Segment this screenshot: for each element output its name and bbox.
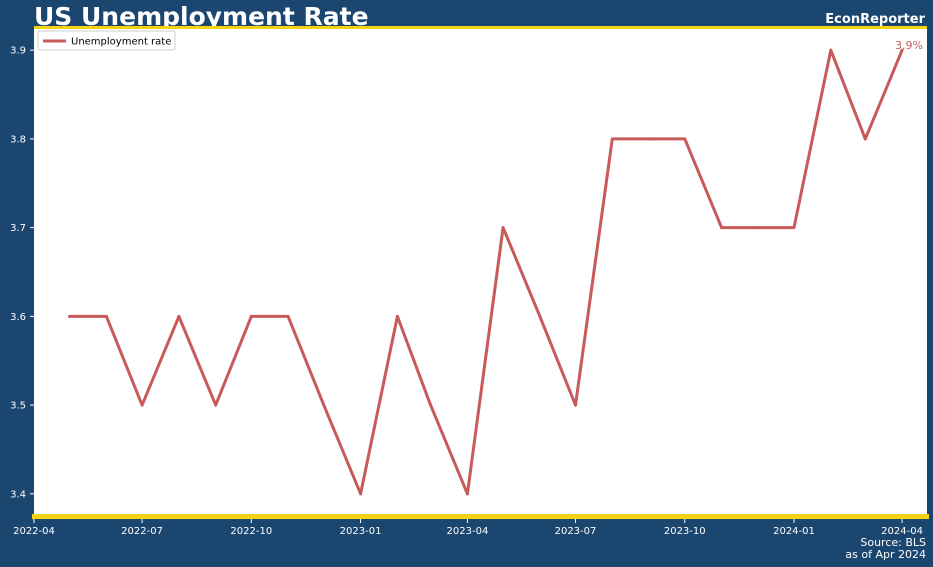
- y-tick-label: 3.6: [10, 312, 26, 323]
- legend-box: [37, 30, 176, 51]
- data-point: [249, 314, 253, 318]
- data-point: [720, 226, 724, 230]
- data-point: [177, 314, 181, 318]
- data-point: [68, 314, 72, 318]
- series-line-unemployment-rate: [68, 48, 904, 496]
- data-point: [214, 403, 218, 407]
- x-tick-label: 2023-04: [447, 526, 489, 537]
- data-point: [647, 137, 651, 141]
- data-point: [140, 403, 144, 407]
- y-tick-label: 3.7: [10, 223, 26, 234]
- x-axis: 2022-04 2022-07 2022-10 2023-01 2023-04 2023-…: [13, 519, 923, 537]
- data-point: [610, 137, 614, 141]
- source-note: Source: BLS as of Apr 2024: [845, 537, 926, 561]
- legend: Unemployment rate: [37, 30, 176, 51]
- end-value-label: 3.9%: [895, 39, 923, 52]
- data-point: [286, 314, 290, 318]
- x-tick-label: 2023-01: [340, 526, 382, 537]
- x-tick-label: 2023-10: [664, 526, 706, 537]
- data-point: [863, 137, 867, 141]
- plot-top-border: [34, 26, 927, 29]
- brand-label: EconReporter: [825, 12, 925, 27]
- as-of-label: as of Apr 2024: [845, 548, 926, 561]
- data-point: [574, 403, 577, 407]
- y-tick-label: 3.8: [10, 134, 26, 145]
- y-tick-label: 3.5: [10, 401, 26, 412]
- data-point: [829, 48, 833, 52]
- data-point: [792, 226, 796, 230]
- source-label: Source: BLS: [860, 536, 926, 549]
- y-tick-label: 3.9: [10, 46, 26, 57]
- data-point: [538, 314, 542, 318]
- plot-bottom-border: [32, 514, 929, 519]
- x-tick-label: 2022-04: [13, 526, 55, 537]
- x-tick-label: 2024-01: [773, 526, 815, 537]
- data-point: [104, 314, 108, 318]
- y-tick-label: 3.4: [10, 489, 26, 500]
- data-point: [429, 403, 433, 407]
- data-point: [465, 492, 469, 496]
- data-point: [395, 314, 399, 318]
- data-point: [322, 403, 326, 407]
- plot-area: [34, 28, 927, 516]
- data-point: [683, 137, 687, 141]
- data-point: [501, 226, 505, 230]
- y-axis: 3.4 3.5 3.6 3.7 3.8 3.9: [10, 46, 34, 500]
- data-point: [755, 226, 759, 230]
- x-tick-label: 2023-07: [555, 526, 597, 537]
- data-point: [900, 48, 904, 52]
- x-tick-label: 2022-10: [230, 526, 272, 537]
- x-tick-label: 2022-07: [121, 526, 163, 537]
- x-tick-label: 2024-04: [881, 526, 923, 537]
- legend-label: Unemployment rate: [71, 37, 171, 48]
- data-point: [359, 492, 363, 496]
